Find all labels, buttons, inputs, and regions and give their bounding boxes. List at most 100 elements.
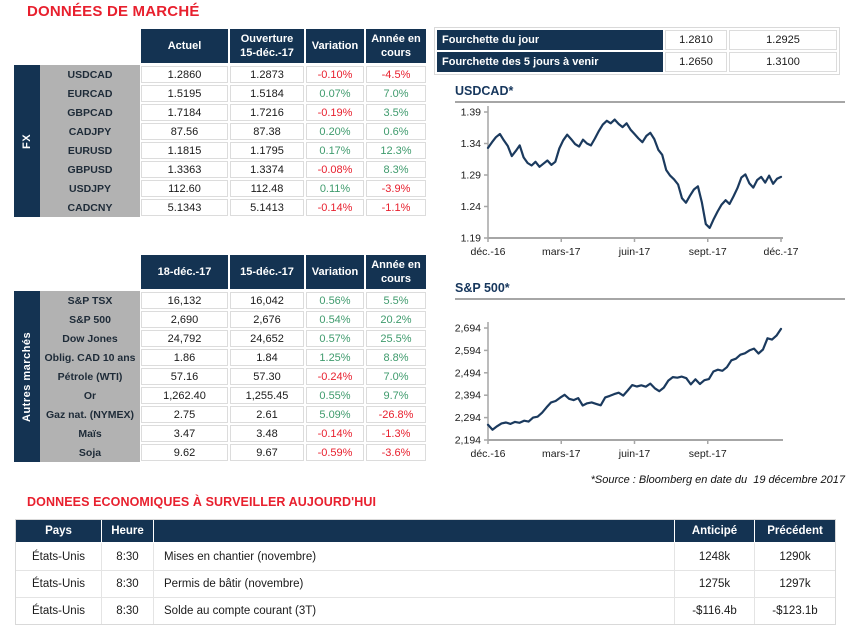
value-cell: 1,262.40 (141, 387, 228, 404)
y-tick-label: 2,394 (455, 390, 481, 402)
value-cell: 112.48 (230, 180, 304, 197)
row-label: USDJPY (40, 179, 140, 198)
page-title: DONNÉES DE MARCHÉ (27, 3, 200, 20)
x-tick-label: sept.-17 (689, 246, 727, 258)
x-tick-label: juin-17 (618, 448, 651, 460)
row-label: S&P 500 (40, 310, 140, 329)
time-cell: 8:30 (102, 542, 154, 570)
row-label: USDCAD (40, 65, 140, 84)
value-cell: 1.5195 (141, 85, 228, 102)
range-high: 1.2925 (729, 30, 837, 50)
y-tick-label: 1.39 (461, 107, 482, 119)
value-cell: 3.48 (230, 425, 304, 442)
ytd-cell: 9.7% (366, 387, 426, 404)
expected-cell: 1248k (675, 542, 755, 570)
value-cell: 57.30 (230, 368, 304, 385)
country-cell: États-Unis (16, 597, 102, 624)
value-cell: 1.3363 (141, 161, 228, 178)
value-cell: 57.16 (141, 368, 228, 385)
time-cell: 8:30 (102, 597, 154, 624)
column-header: Heure (102, 520, 154, 542)
row-label: S&P TSX (40, 291, 140, 310)
value-cell: 1.86 (141, 349, 228, 366)
column-header: Pays (16, 520, 102, 542)
variation-cell: 1.25% (306, 349, 364, 366)
ytd-cell: 7.0% (366, 85, 426, 102)
country-cell: États-Unis (16, 542, 102, 570)
row-label: GBPCAD (40, 103, 140, 122)
variation-cell: -0.08% (306, 161, 364, 178)
group-label: Autres marchés (14, 291, 40, 462)
column-header: Actuel (141, 29, 228, 63)
value-cell: 1.84 (230, 349, 304, 366)
variation-cell: -0.10% (306, 66, 364, 83)
column-header: Anticipé (675, 520, 755, 542)
variation-cell: -0.14% (306, 425, 364, 442)
header-spacer (14, 29, 40, 65)
variation-cell: -0.19% (306, 104, 364, 121)
y-tick-label: 2,594 (455, 345, 481, 357)
column-header: Ouverture 15-déc.-17 (230, 29, 304, 63)
variation-cell: 0.11% (306, 180, 364, 197)
column-header: 15-déc.-17 (230, 255, 304, 289)
range-label: Fourchette du jour (437, 30, 663, 50)
previous-cell: -$123.1b (755, 597, 835, 624)
y-tick-label: 2,494 (455, 367, 481, 379)
ytd-cell: 7.0% (366, 368, 426, 385)
source-note: *Source : Bloomberg en date du 19 décemb… (590, 474, 845, 486)
previous-cell: 1297k (755, 570, 835, 597)
range-label: Fourchette des 5 jours à venir (437, 52, 663, 72)
value-cell: 24,792 (141, 330, 228, 347)
divider (455, 298, 845, 300)
expected-cell: -$116.4b (675, 597, 755, 624)
y-tick-label: 2,194 (455, 435, 481, 447)
x-tick-label: déc.-16 (470, 246, 505, 258)
variation-cell: 0.56% (306, 292, 364, 309)
value-cell: 1.7216 (230, 104, 304, 121)
value-cell: 112.60 (141, 180, 228, 197)
value-cell: 9.62 (141, 444, 228, 461)
value-cell: 5.1413 (230, 199, 304, 216)
expected-cell: 1275k (675, 570, 755, 597)
economic-data-table: Pays Heure Anticipé Précédent États-Unis 8:30… (15, 519, 836, 625)
row-label: GBPUSD (40, 160, 140, 179)
x-tick-label: mars-17 (542, 448, 581, 460)
y-tick-label: 2,694 (455, 323, 481, 335)
series-line (486, 118, 783, 230)
value-cell: 1.5184 (230, 85, 304, 102)
sp500-chart: 2,194 2,294 2,394 2,494 2,594 2,694 déc.-16 mar… (455, 322, 783, 460)
value-cell: 16,042 (230, 292, 304, 309)
header-spacer (14, 255, 40, 291)
ytd-cell: 8.3% (366, 161, 426, 178)
row-label: Oblig. CAD 10 ans (40, 348, 140, 367)
usdcad-chart: 1.19 1.24 1.29 1.34 1.39 déc.-16 mars-17 juin-1… (461, 106, 799, 258)
x-tick-label: juin-17 (618, 246, 651, 258)
ytd-cell: 0.6% (366, 123, 426, 140)
usdcad-chart-title: USDCAD* (455, 84, 514, 98)
variation-cell: 0.54% (306, 311, 364, 328)
group-label: FX (14, 65, 40, 217)
value-cell: 3.47 (141, 425, 228, 442)
value-cell: 9.67 (230, 444, 304, 461)
country-cell: États-Unis (16, 570, 102, 597)
row-label: Gaz nat. (NYMEX) (40, 405, 140, 424)
ytd-cell: 12.3% (366, 142, 426, 159)
variation-cell: -0.24% (306, 368, 364, 385)
time-cell: 8:30 (102, 570, 154, 597)
value-cell: 1.3374 (230, 161, 304, 178)
y-tick-label: 1.34 (461, 138, 482, 150)
column-header: Variation (306, 255, 364, 289)
header-spacer (40, 255, 140, 291)
ytd-cell: 20.2% (366, 311, 426, 328)
ytd-cell: 5.5% (366, 292, 426, 309)
value-cell: 1.2860 (141, 66, 228, 83)
ytd-cell: 8.8% (366, 349, 426, 366)
ytd-cell: -1.3% (366, 425, 426, 442)
series-line (486, 327, 783, 431)
row-label: Soja (40, 443, 140, 462)
variation-cell: 0.17% (306, 142, 364, 159)
variation-cell: 0.07% (306, 85, 364, 102)
column-header (154, 520, 675, 542)
column-header: Année en cours (366, 255, 426, 289)
